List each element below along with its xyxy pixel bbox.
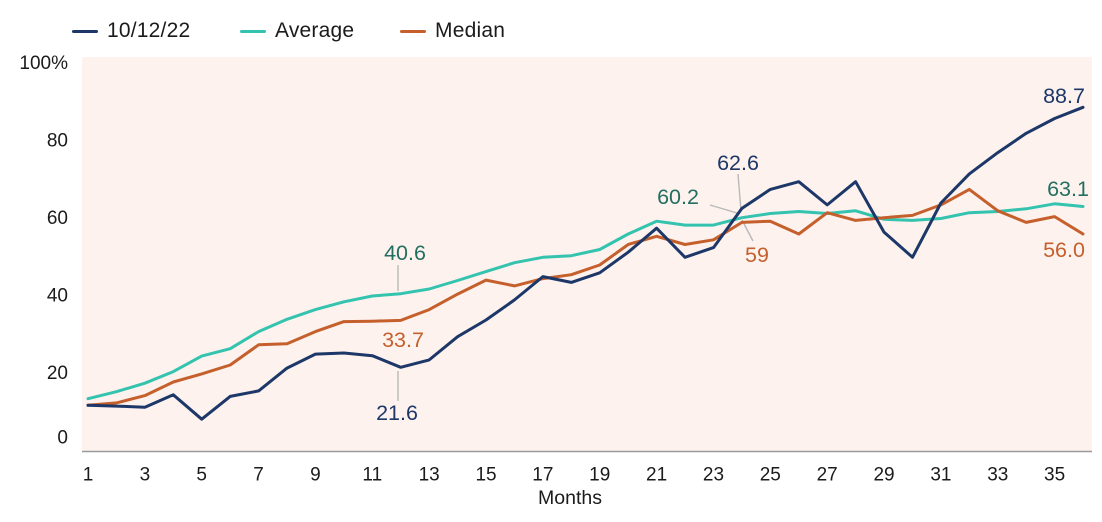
y-tick-label: 100% (19, 53, 68, 74)
x-tick-label: 7 (253, 465, 264, 486)
x-tick-label: 1 (83, 465, 94, 486)
y-tick-label: 80 (47, 131, 68, 152)
x-axis-title: Months (538, 487, 602, 509)
data-label-60-2: 60.2 (657, 185, 699, 209)
x-tick-label: 9 (310, 465, 321, 486)
series-line-10-12-22 (86, 105, 1085, 421)
x-tick-label: 27 (817, 465, 838, 486)
y-tick-label: 60 (47, 208, 68, 229)
x-tick-label: 11 (362, 465, 382, 486)
legend-dash-teal-icon (240, 29, 266, 33)
x-tick-label: 13 (419, 465, 440, 486)
legend-item-median: Median (400, 18, 505, 44)
data-label-21-6: 21.6 (376, 401, 418, 425)
data-label-40-6: 40.6 (384, 241, 426, 265)
legend: 10/12/22 Average Median (0, 18, 1102, 44)
x-tick-label: 23 (703, 465, 724, 486)
x-tick-label: 19 (589, 465, 610, 486)
legend-dash-navy-icon (72, 29, 98, 33)
y-tick-label: 0 (57, 428, 68, 449)
annotation-connector-line (737, 173, 742, 212)
y-tick-label: 20 (47, 363, 68, 384)
data-label-59: 59 (745, 243, 769, 267)
x-tick-label: 25 (760, 465, 781, 486)
x-tick-label: 21 (646, 465, 667, 486)
y-tick-label: 40 (47, 286, 68, 307)
x-tick-label: 15 (475, 465, 496, 486)
x-tick-label: 17 (532, 465, 553, 486)
data-label-88-7: 88.7 (1043, 84, 1085, 108)
data-label-33-7: 33.7 (382, 328, 424, 352)
plot-area (82, 57, 1092, 451)
x-tick-label: 5 (196, 465, 207, 486)
x-tick-label: 33 (987, 465, 1008, 486)
series-line-median (86, 187, 1085, 407)
data-label-63-1: 63.1 (1047, 177, 1089, 201)
x-tick-label: 35 (1044, 465, 1065, 486)
legend-label-average: Average (275, 19, 355, 42)
x-tick-label: 29 (873, 465, 894, 486)
data-label-62-6: 62.6 (717, 151, 759, 175)
annotation-connector-line (709, 204, 738, 214)
x-tick-label: 3 (140, 465, 151, 486)
series-line-average (86, 202, 1085, 401)
legend-item-average: Average (240, 18, 354, 44)
data-label-56-0: 56.0 (1043, 238, 1085, 262)
legend-label-median: Median (435, 19, 506, 42)
legend-label-10-12-22: 10/12/22 (107, 19, 191, 42)
x-tick-label: 31 (930, 465, 951, 486)
legend-dash-orange-icon (400, 29, 426, 33)
legend-item-10-12-22: 10/12/22 (72, 18, 190, 44)
